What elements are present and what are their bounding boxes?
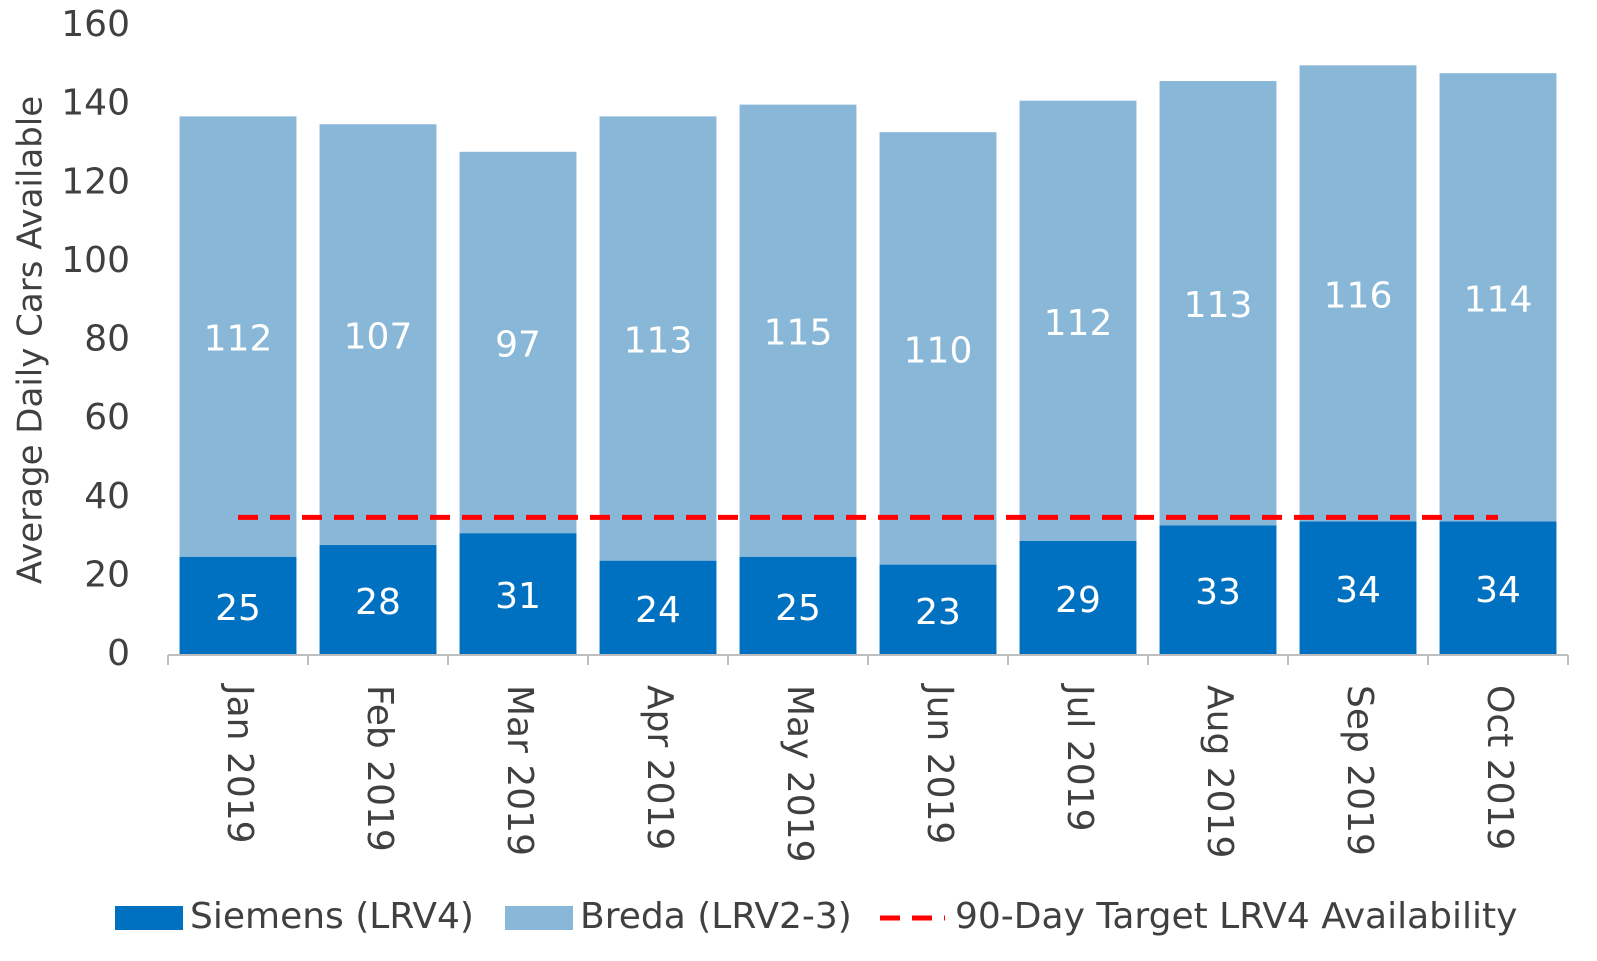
x-tick-label: Sep 2019 (1339, 685, 1380, 856)
x-tick-label: Jan 2019 (219, 683, 260, 844)
y-tick-label: 20 (84, 554, 130, 595)
y-tick-label: 40 (84, 476, 130, 517)
legend-label: Siemens (LRV4) (190, 896, 474, 937)
legend-swatch (115, 906, 183, 930)
bar (599, 116, 717, 561)
y-axis-label: Average Daily Cars Available (11, 96, 51, 584)
y-tick-label: 140 (61, 83, 130, 124)
data-label: 29 (1055, 580, 1101, 621)
bar (459, 533, 577, 655)
bar (1299, 65, 1417, 522)
data-label: 115 (764, 313, 833, 354)
y-tick-label: 80 (84, 319, 130, 360)
x-tick-label: Feb 2019 (359, 685, 400, 852)
bar (459, 151, 577, 534)
bar (739, 556, 857, 655)
bar (599, 560, 717, 655)
bar (179, 116, 297, 557)
data-label: 34 (1475, 570, 1521, 611)
bar (1299, 521, 1417, 655)
data-label: 114 (1464, 279, 1533, 320)
x-tick-label: May 2019 (779, 685, 820, 863)
bar (739, 104, 857, 557)
data-label: 97 (495, 324, 541, 365)
bar (1439, 73, 1557, 522)
data-label: 23 (915, 592, 961, 633)
x-tick-label: Aug 2019 (1199, 685, 1240, 858)
bar (1019, 540, 1137, 655)
bar (1159, 525, 1277, 655)
data-label: 31 (495, 576, 541, 617)
data-label: 33 (1195, 572, 1241, 613)
bar (879, 564, 997, 655)
data-label: 110 (904, 330, 973, 371)
data-label: 112 (204, 319, 273, 360)
bar (879, 132, 997, 565)
bar (319, 124, 437, 545)
legend-swatch (505, 906, 573, 930)
y-tick-label: 0 (107, 633, 130, 674)
legend-label: 90-Day Target LRV4 Availability (955, 896, 1517, 937)
data-label: 24 (635, 590, 681, 631)
x-tick-label: Jul 2019 (1059, 683, 1100, 832)
y-tick-label: 120 (61, 161, 130, 202)
y-tick-label: 100 (61, 240, 130, 281)
x-tick-label: Jun 2019 (919, 683, 960, 844)
data-label: 34 (1335, 570, 1381, 611)
bar (1159, 81, 1277, 526)
data-label: 113 (624, 321, 693, 362)
bar (1019, 100, 1137, 541)
data-label: 116 (1324, 275, 1393, 316)
x-tick-label: Mar 2019 (499, 685, 540, 856)
bar (319, 544, 437, 655)
data-label: 112 (1044, 303, 1113, 344)
data-label: 107 (344, 317, 413, 358)
data-label: 113 (1184, 285, 1253, 326)
y-tick-label: 60 (84, 397, 130, 438)
bar (179, 556, 297, 655)
legend-label: Breda (LRV2-3) (580, 896, 852, 937)
x-tick-label: Apr 2019 (639, 685, 680, 850)
data-label: 25 (775, 588, 821, 629)
y-tick-label: 160 (61, 4, 130, 45)
bar (1439, 521, 1557, 655)
data-label: 25 (215, 588, 261, 629)
x-tick-label: Oct 2019 (1479, 685, 1520, 850)
data-label: 28 (355, 582, 401, 623)
